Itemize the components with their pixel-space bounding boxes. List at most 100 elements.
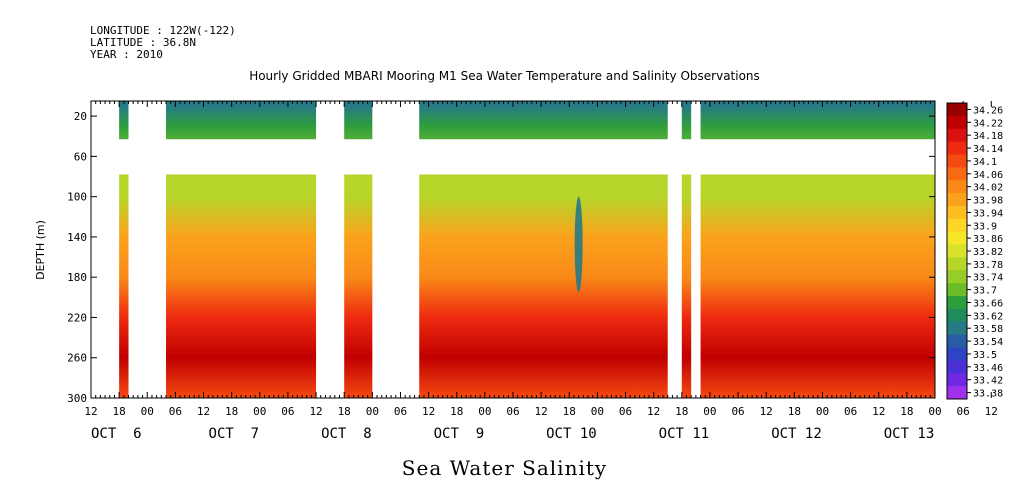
y-tick-label: 260 — [67, 352, 87, 365]
colorbar-swatch — [947, 180, 967, 194]
x-tick-label: 06 — [731, 405, 744, 418]
latitude-label: LATITUDE : 36.8N — [90, 36, 196, 49]
plot-area — [90, 100, 992, 399]
missing-data-column — [372, 101, 420, 398]
x-tick-label: 06 — [957, 405, 970, 418]
colorbar-swatch — [947, 231, 967, 246]
colorbar-swatch — [947, 321, 967, 336]
low-salinity-feature — [574, 196, 583, 293]
y-tick-label: 20 — [74, 110, 87, 123]
x-tick-label: 12 — [535, 405, 548, 418]
missing-data-column — [316, 101, 345, 398]
x-tick-label: 18 — [225, 405, 238, 418]
x-tick-label: 00 — [591, 405, 604, 418]
colorbar-label: 33.94 — [973, 208, 1003, 219]
colorbar-label: 33.5 — [973, 350, 997, 361]
colorbar-label: 34.18 — [973, 131, 1003, 142]
x-tick-label: 06 — [281, 405, 294, 418]
x-tick-label: 00 — [703, 405, 716, 418]
colorbar-label: 33.98 — [973, 196, 1003, 207]
missing-data-column — [667, 101, 682, 398]
x-tick-label: 12 — [647, 405, 660, 418]
colorbar-label: 33.66 — [973, 298, 1003, 309]
y-axis: 20 60 100 140 180 220 260 300 — [67, 110, 935, 405]
colorbar-label: 33.7 — [973, 286, 997, 297]
colorbar-swatch — [947, 257, 967, 271]
colorbar-swatch — [947, 103, 967, 117]
missing-data-column — [128, 101, 167, 398]
colorbar-label: 33.54 — [973, 337, 1003, 348]
x-day-label: OCT 11 — [659, 426, 710, 442]
x-tick-label: 00 — [366, 405, 379, 418]
x-day-label: OCT 8 — [321, 426, 372, 442]
x-axis-title: Sea Water Salinity — [401, 456, 608, 480]
x-tick-label: 18 — [900, 405, 913, 418]
colorbar-swatch — [947, 244, 967, 258]
x-tick-label: 06 — [394, 405, 407, 418]
x-tick-label: 12 — [309, 405, 322, 418]
x-tick-label: 12 — [760, 405, 773, 418]
longitude-label: LONGITUDE : 122W(-122) — [90, 24, 236, 37]
y-axis-title: DEPTH (m) — [34, 220, 47, 280]
colorbar-label: 33.86 — [973, 234, 1003, 245]
x-day-label: OCT 6 — [91, 426, 142, 442]
colorbar-label: 33.9 — [973, 221, 997, 232]
x-tick-label: 00 — [816, 405, 829, 418]
colorbar-swatch — [947, 296, 967, 310]
colorbar-label: 33.42 — [973, 376, 1003, 387]
year-label: YEAR : 2010 — [90, 48, 163, 61]
x-tick-label: 18 — [675, 405, 688, 418]
y-tick-label: 180 — [67, 271, 87, 284]
x-day-label: OCT 7 — [209, 426, 260, 442]
x-tick-label: 18 — [338, 405, 351, 418]
x-tick-label: 00 — [928, 405, 941, 418]
colorbar-swatch — [947, 115, 967, 130]
colorbar-swatch — [947, 270, 967, 284]
colorbar-swatch — [947, 347, 967, 361]
x-day-label: OCT 10 — [546, 426, 597, 442]
x-tick-label: 00 — [478, 405, 491, 418]
colorbar-label: 33.46 — [973, 363, 1003, 374]
depth-gap-band — [91, 139, 935, 175]
colorbar-label: 34.26 — [973, 105, 1003, 116]
x-axis: 12 18 00 06 12 18 00 06 12 18 00 06 12 18 00 06 12 18 00 06… — [84, 101, 998, 442]
x-tick-label: 06 — [169, 405, 182, 418]
colorbar-label: 34.02 — [973, 183, 1003, 194]
x-tick-label: 12 — [985, 405, 998, 418]
y-tick-label: 60 — [74, 150, 87, 163]
x-tick-label: 12 — [422, 405, 435, 418]
colorbar-swatch — [947, 128, 967, 143]
colorbar-label: 34.06 — [973, 170, 1003, 181]
missing-data-column — [691, 101, 701, 398]
colorbar-label: 33.74 — [973, 273, 1003, 284]
missing-data-column — [963, 101, 992, 398]
colorbar-swatch — [947, 193, 967, 207]
x-tick-label: 12 — [872, 405, 885, 418]
colorbar-label: 33.58 — [973, 324, 1003, 335]
colorbar-swatch — [947, 360, 967, 374]
colorbar-swatch — [947, 308, 967, 323]
y-tick-label: 220 — [67, 311, 87, 324]
colorbar-swatch — [947, 205, 967, 220]
x-tick-label: 12 — [84, 405, 97, 418]
missing-data-column — [91, 101, 120, 398]
colorbar-label: 34.1 — [973, 157, 997, 168]
x-tick-label: 12 — [197, 405, 210, 418]
x-tick-label: 18 — [450, 405, 463, 418]
x-tick-label: 18 — [113, 405, 126, 418]
x-tick-label: 18 — [788, 405, 801, 418]
colorbar-swatch — [947, 141, 967, 155]
chart-title: Hourly Gridded MBARI Mooring M1 Sea Wate… — [249, 69, 760, 83]
x-tick-label: 00 — [141, 405, 154, 418]
colorbar-swatch — [947, 386, 967, 400]
y-tick-label: 100 — [67, 191, 87, 204]
x-day-label: OCT 9 — [434, 426, 485, 442]
x-tick-label: 06 — [844, 405, 857, 418]
colorbar-label: 33.78 — [973, 260, 1003, 271]
colorbar-label: 34.22 — [973, 118, 1003, 129]
x-day-label: OCT 12 — [771, 426, 822, 442]
colorbar-label: 33.38 — [973, 389, 1003, 400]
colorbar-swatch — [947, 373, 967, 387]
x-tick-label: 18 — [563, 405, 576, 418]
